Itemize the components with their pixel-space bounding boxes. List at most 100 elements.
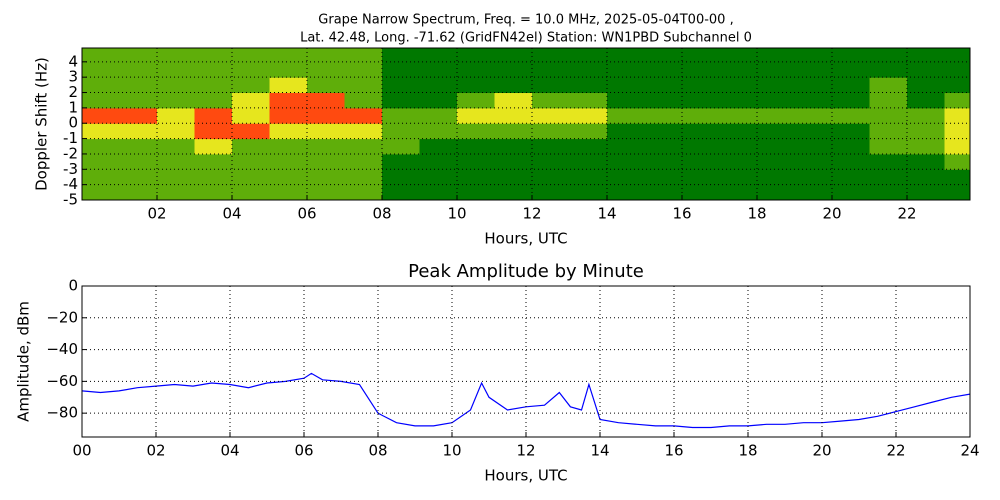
heatmap-cell [194,92,233,109]
heatmap-cell [569,77,608,94]
y-tick-label: −80 [46,404,78,422]
heatmap-cell [494,153,533,170]
heatmap-cell [194,61,233,78]
heatmap-cell [232,138,270,155]
heatmap-cell [794,169,833,186]
heatmap-cell [532,92,570,109]
x-tick-label: 24 [960,442,979,460]
heatmap-cell [869,77,908,94]
heatmap-cell [344,138,383,155]
y-tick-label: -4 [63,175,78,193]
heatmap-cell [607,184,645,200]
heatmap-cell [757,169,795,186]
x-tick-label: 18 [747,205,766,223]
heatmap-cell [82,92,120,109]
heatmap-cell [157,123,195,140]
chart-title: Grape Narrow Spectrum, Freq. = 10.0 MHz,… [318,13,733,28]
heatmap-cell [157,92,195,109]
heatmap-cell [607,92,645,109]
heatmap-cell [269,61,308,78]
heatmap-cell [82,169,120,186]
heatmap-cell [307,169,345,186]
heatmap-cell [944,48,970,63]
heatmap-cell [269,48,308,63]
heatmap-cell [757,184,795,200]
heatmap-cell [644,107,683,124]
heatmap-cell [682,107,720,124]
heatmap-cell [607,123,645,140]
heatmap-cell [194,184,233,200]
x-tick-label: 06 [297,205,316,223]
heatmap-cell [944,153,970,170]
heatmap-cell [794,61,833,78]
heatmap-cell [644,138,683,155]
heatmap-cell [719,153,758,170]
heatmap-cell [457,48,495,63]
heatmap-cell [907,107,945,124]
heatmap-cell [232,153,270,170]
x-tick-label: 14 [590,442,609,460]
heatmap-cell [232,123,270,140]
heatmap-cell [719,61,758,78]
heatmap-cell [569,169,608,186]
heatmap-cell [569,123,608,140]
heatmap-cell [569,92,608,109]
heatmap-cell [82,123,120,140]
x-tick-label: 10 [442,442,461,460]
heatmap-cell [532,123,570,140]
heatmap-cell [157,184,195,200]
heatmap-cell [907,153,945,170]
y-tick-label: 0 [68,277,78,295]
heatmap-cell [794,107,833,124]
heatmap-cell [194,169,233,186]
heatmap-cell [269,107,308,124]
heatmap-cell [194,48,233,63]
heatmap-cell [307,153,345,170]
heatmap-cell [907,123,945,140]
heatmap-cell [119,107,158,124]
amplitude-chart: Peak Amplitude by Minute 00 02 04 06 08 10 12 14… [15,261,980,485]
heatmap-cell [457,107,495,124]
heatmap-cell [944,107,970,124]
heatmap-cell [194,107,233,124]
heatmap-cell [194,138,233,155]
heatmap-cell [419,169,458,186]
heatmap-cell [907,92,945,109]
y-tick-label: 3 [68,68,78,86]
heatmap-cell [532,107,570,124]
heatmap-cell [569,61,608,78]
heatmap-cell [344,107,383,124]
heatmap-cell [457,169,495,186]
heatmap-cell [119,169,158,186]
heatmap-cell [719,184,758,200]
heatmap-cell [119,61,158,78]
heatmap-cell [382,61,420,78]
heatmap-cell [794,77,833,94]
heatmap-cell [194,77,233,94]
heatmap-cell [419,48,458,63]
heatmap-cell [794,123,833,140]
heatmap-cell [907,138,945,155]
heatmap-cell [232,48,270,63]
heatmap-cell [494,77,533,94]
heatmap-cell [719,48,758,63]
heatmap-cell [644,61,683,78]
x-tick-label: 02 [147,205,166,223]
heatmap-cell [419,92,458,109]
heatmap-cell [682,184,720,200]
heatmap-cell [644,48,683,63]
heatmap-cell [194,153,233,170]
heatmap-cell [269,184,308,200]
heatmap-cell [569,138,608,155]
heatmap-cell [569,48,608,63]
heatmap-cell [757,107,795,124]
heatmap-cell [344,92,383,109]
heatmap-cell [119,184,158,200]
heatmap-cell [869,169,908,186]
heatmap-cell [757,77,795,94]
heatmap-cell [157,77,195,94]
plot-frame [81,47,971,201]
heatmap-cell [907,184,945,200]
x-tick-label: 08 [372,205,391,223]
heatmap-cell [157,48,195,63]
